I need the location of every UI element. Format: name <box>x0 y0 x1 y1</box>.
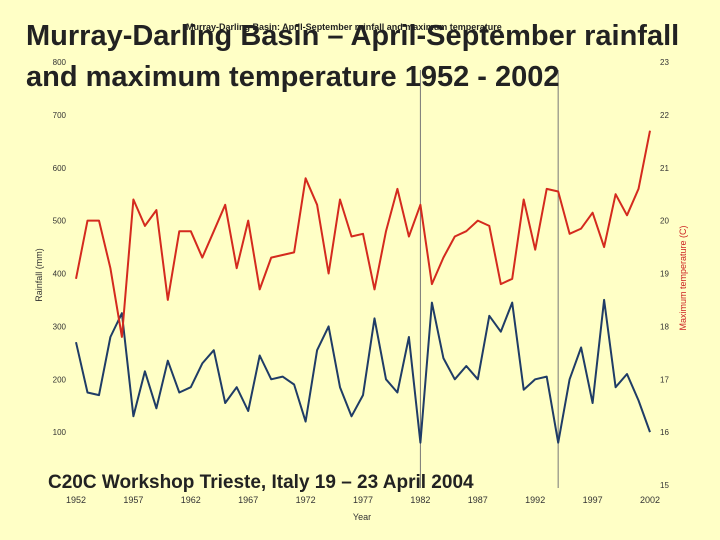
x-tick-label: 1997 <box>583 495 603 505</box>
y-right-tick-label: 17 <box>660 375 669 384</box>
y-left-tick-label: 400 <box>53 270 67 279</box>
y-left-tick-label: 500 <box>53 217 67 226</box>
x-tick-label: 1952 <box>66 495 86 505</box>
x-tick-label: 1977 <box>353 495 373 505</box>
y-right-tick-label: 16 <box>660 428 669 437</box>
series-line-rainfall <box>75 298 651 444</box>
y-left-tick-label: 300 <box>53 322 67 331</box>
y-left-tick-label: 600 <box>53 164 67 173</box>
y-right-tick-label: 15 <box>660 481 669 490</box>
series-line-temperature <box>75 130 651 338</box>
y-right-tick-label: 20 <box>660 217 669 226</box>
x-axis-label: Year <box>353 512 371 522</box>
y-right-tick-label: 21 <box>660 164 669 173</box>
y-right-tick-label: 23 <box>660 58 669 67</box>
title-line-1: Murray-Darling Basin – April-September r… <box>26 20 680 52</box>
y-right-tick-label: 18 <box>660 322 669 331</box>
workshop-footer: C20C Workshop Trieste, Italy 19 – 23 Apr… <box>48 472 474 493</box>
y-right-axis-label: Maximum temperature (C) <box>678 225 688 330</box>
y-left-tick-label: 200 <box>53 375 67 384</box>
x-tick-label: 1957 <box>123 495 143 505</box>
y-right-tick-label: 19 <box>660 270 669 279</box>
x-tick-label: 1967 <box>238 495 258 505</box>
x-tick-label: 2002 <box>640 495 660 505</box>
y-left-tick-label: 100 <box>53 428 67 437</box>
y-left-tick-label: 700 <box>53 111 67 120</box>
x-tick-label: 1982 <box>410 495 430 505</box>
y-left-tick-label: 800 <box>53 58 67 67</box>
x-tick-label: 1962 <box>181 495 201 505</box>
x-tick-label: 1992 <box>525 495 545 505</box>
title-line-2: and maximum temperature 1952 - 2002 <box>26 61 560 93</box>
chart-title: Murray-Darling Basin: April-September ra… <box>186 22 502 32</box>
y-left-axis-label: Rainfall (mm) <box>34 248 44 302</box>
x-tick-label: 1972 <box>296 495 316 505</box>
x-tick-label: 1987 <box>468 495 488 505</box>
page-title: Murray-Darling Basin – April-September r… <box>26 16 706 98</box>
y-right-tick-label: 22 <box>660 111 669 120</box>
